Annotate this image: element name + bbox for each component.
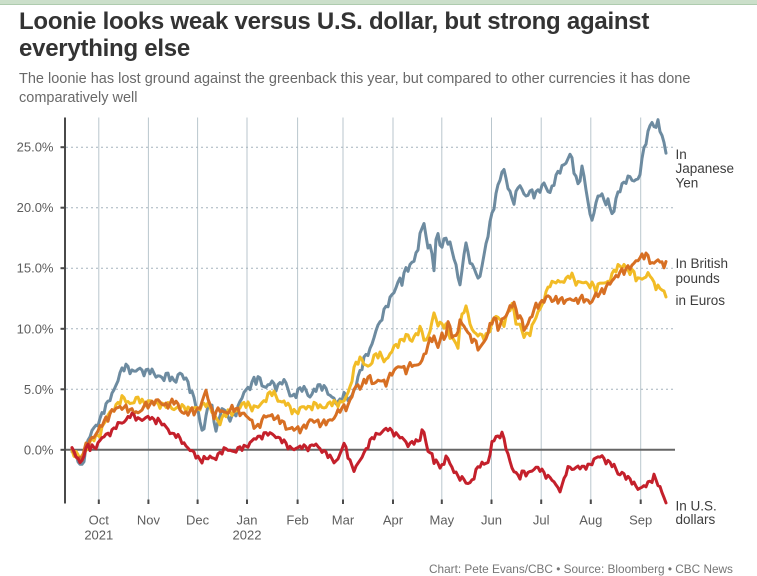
svg-text:5.0%: 5.0% bbox=[24, 382, 54, 397]
svg-text:in Euros: in Euros bbox=[676, 293, 726, 308]
svg-text:20.0%: 20.0% bbox=[17, 200, 54, 215]
svg-text:15.0%: 15.0% bbox=[17, 261, 54, 276]
svg-text:25.0%: 25.0% bbox=[17, 140, 54, 155]
svg-text:2022: 2022 bbox=[233, 528, 262, 543]
svg-text:Jan: Jan bbox=[237, 513, 258, 528]
svg-text:2021: 2021 bbox=[84, 528, 113, 543]
svg-text:Yen: Yen bbox=[676, 176, 699, 191]
svg-text:In British: In British bbox=[676, 256, 729, 271]
svg-text:pounds: pounds bbox=[676, 271, 721, 286]
svg-text:May: May bbox=[430, 513, 455, 528]
svg-text:Mar: Mar bbox=[332, 513, 355, 528]
svg-text:Jun: Jun bbox=[481, 513, 502, 528]
svg-text:Oct: Oct bbox=[89, 513, 110, 528]
svg-text:dollars: dollars bbox=[676, 512, 716, 527]
svg-text:In: In bbox=[676, 147, 687, 162]
svg-text:Japanese: Japanese bbox=[676, 161, 735, 176]
svg-text:Jul: Jul bbox=[533, 513, 550, 528]
svg-text:Dec: Dec bbox=[186, 513, 210, 528]
svg-text:Aug: Aug bbox=[579, 513, 602, 528]
svg-text:Feb: Feb bbox=[286, 513, 308, 528]
svg-text:Sep: Sep bbox=[629, 513, 652, 528]
svg-text:10.0%: 10.0% bbox=[17, 321, 54, 336]
svg-text:Nov: Nov bbox=[137, 513, 161, 528]
svg-text:0.0%: 0.0% bbox=[24, 442, 54, 457]
svg-text:Apr: Apr bbox=[383, 513, 404, 528]
svg-text:In U.S.: In U.S. bbox=[676, 498, 717, 513]
